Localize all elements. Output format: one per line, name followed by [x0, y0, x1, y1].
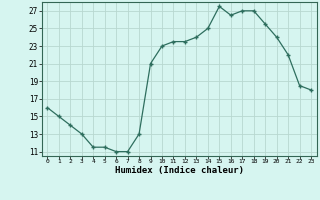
X-axis label: Humidex (Indice chaleur): Humidex (Indice chaleur)	[115, 166, 244, 175]
